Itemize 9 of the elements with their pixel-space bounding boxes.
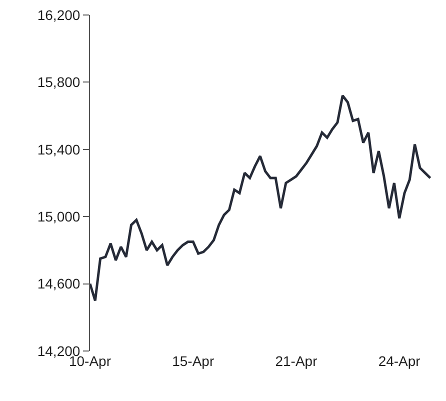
- line-series: [90, 94, 432, 302]
- y-tick-label: 16,200: [37, 6, 80, 23]
- y-tick-label: 15,000: [37, 208, 80, 224]
- y-tick-label: 15,400: [37, 141, 80, 158]
- x-tick-label: 15-Apr: [172, 353, 214, 369]
- x-tick-label: 24-Apr: [378, 353, 421, 369]
- x-tick-label: 21-Apr: [275, 353, 318, 369]
- y-tick-label: 14,600: [37, 276, 80, 292]
- y-tick-label: 15,800: [37, 74, 80, 90]
